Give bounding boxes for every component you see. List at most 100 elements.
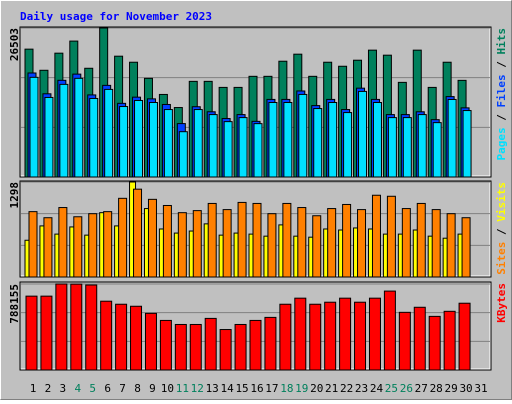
x-tick-label: 20	[310, 382, 323, 395]
bar	[428, 315, 441, 371]
legend-separator: /	[495, 222, 508, 242]
x-tick-label: 26	[400, 382, 413, 395]
x-tick-label: 29	[445, 382, 458, 395]
bar	[178, 131, 188, 178]
x-tick-label: 11	[176, 382, 189, 395]
bar	[402, 117, 412, 178]
bar	[327, 208, 337, 278]
x-tick-label: 17	[265, 382, 278, 395]
legend-separator: /	[495, 55, 508, 75]
bar	[447, 98, 457, 178]
y-tick-label: 788155	[8, 284, 21, 324]
bar	[462, 110, 472, 178]
bar	[443, 310, 456, 371]
bar	[252, 202, 262, 278]
legend-entry: Hits	[495, 28, 508, 55]
bar	[74, 77, 84, 178]
x-tick-label: 9	[149, 382, 156, 395]
bar	[264, 316, 277, 371]
bar	[268, 102, 278, 178]
bar	[100, 300, 113, 371]
bar	[339, 297, 352, 371]
bar	[357, 209, 367, 278]
legend-entry: Pages	[495, 127, 508, 160]
bar	[237, 201, 247, 278]
x-tick-label: 10	[161, 382, 174, 395]
bar	[192, 210, 202, 278]
x-tick-label: 8	[134, 382, 141, 395]
bar	[342, 203, 352, 278]
x-tick-label: 25	[385, 382, 398, 395]
bar	[85, 284, 98, 371]
bar	[309, 303, 322, 371]
x-tick-label: 3	[60, 382, 67, 395]
bar	[297, 207, 307, 278]
bar	[283, 102, 293, 178]
bar	[59, 83, 69, 178]
bar	[119, 106, 129, 178]
x-tick-label: 12	[191, 382, 204, 395]
bar	[446, 213, 456, 278]
bar	[144, 312, 157, 371]
legend: Sites / Visits	[495, 182, 508, 275]
bar	[249, 319, 262, 371]
bar	[222, 209, 232, 278]
bar	[55, 283, 68, 371]
bar	[148, 102, 158, 178]
x-tick-label: 31	[474, 382, 487, 395]
bar	[29, 76, 39, 178]
bar	[312, 215, 322, 278]
bar	[386, 195, 396, 278]
bar	[416, 202, 426, 278]
bar	[115, 303, 128, 371]
x-tick-label: 1	[30, 382, 37, 395]
bar	[88, 213, 98, 278]
chart-title: Daily usage for November 2023	[20, 10, 212, 23]
bar	[118, 197, 128, 278]
bar	[25, 295, 38, 371]
x-tick-label: 27	[415, 382, 428, 395]
bar	[58, 207, 68, 278]
bar	[43, 217, 53, 278]
bar	[159, 319, 172, 371]
legend-separator: /	[495, 108, 508, 128]
bar	[134, 99, 144, 178]
bar	[401, 208, 411, 278]
x-tick-label: 28	[430, 382, 443, 395]
bar	[207, 202, 217, 278]
legend-entry: Sites	[495, 242, 508, 275]
bar	[432, 122, 442, 178]
bar	[73, 216, 83, 278]
bar	[44, 96, 54, 178]
bar	[343, 112, 353, 178]
bar	[354, 301, 367, 371]
bar	[294, 297, 307, 371]
bar	[204, 317, 217, 371]
bar	[282, 202, 292, 278]
y-tick-label: 1298	[8, 182, 21, 209]
bar	[163, 109, 173, 178]
legend-entry: KBytes	[495, 283, 508, 323]
bar	[461, 217, 471, 278]
bar	[413, 306, 426, 371]
bar	[458, 302, 471, 371]
y-tick-label: 26503	[8, 28, 21, 61]
x-tick-label: 16	[250, 382, 263, 395]
legend-entry: Files	[495, 74, 508, 107]
bar	[267, 213, 277, 278]
bar	[174, 323, 187, 371]
bar	[104, 88, 114, 178]
x-tick-label: 24	[370, 382, 384, 395]
bar	[298, 93, 308, 178]
x-tick-label: 5	[89, 382, 96, 395]
x-tick-label: 15	[235, 382, 248, 395]
bar	[189, 323, 202, 371]
bar	[28, 211, 38, 278]
bar	[238, 117, 248, 178]
bar	[193, 109, 203, 178]
bar	[177, 212, 187, 278]
bar	[431, 209, 441, 278]
bar	[133, 188, 143, 278]
bar	[103, 211, 113, 278]
bar	[372, 102, 382, 178]
